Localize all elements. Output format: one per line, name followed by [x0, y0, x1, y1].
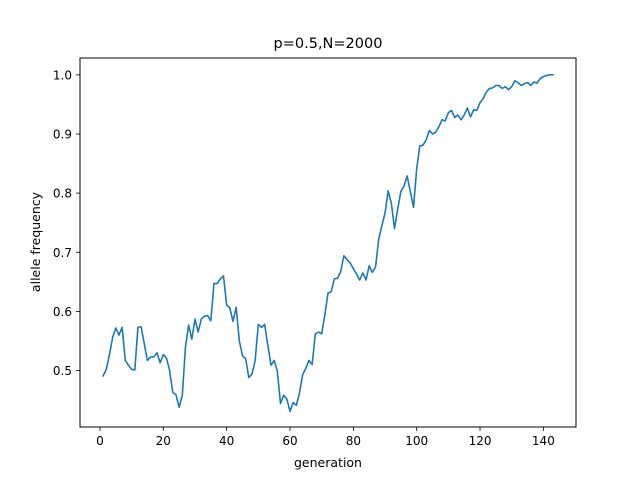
x-tick-label: 80 [346, 434, 361, 448]
plot-frame [79, 57, 577, 428]
y-tick-label: 0.7 [53, 246, 72, 260]
x-axis: 0 20 40 60 80 100 120 140 [96, 427, 555, 448]
y-tick-label: 0.8 [53, 187, 72, 201]
y-tick-label: 1.0 [53, 68, 72, 82]
y-axis-label: allele frequency [28, 191, 43, 292]
x-tick-label: 120 [469, 434, 492, 448]
plot-area [102, 74, 554, 413]
x-axis-label: generation [294, 455, 362, 470]
y-axis: 0.5 0.6 0.7 0.8 0.9 1.0 [53, 68, 80, 378]
x-tick-label: 100 [405, 434, 428, 448]
x-tick-label: 60 [282, 434, 297, 448]
series-line [102, 74, 554, 413]
y-tick-label: 0.9 [53, 127, 72, 141]
y-tick-label: 0.5 [53, 364, 72, 378]
x-tick-label: 40 [219, 434, 234, 448]
x-tick-label: 20 [156, 434, 171, 448]
y-tick-label: 0.6 [53, 305, 72, 319]
x-tick-label: 140 [532, 434, 555, 448]
x-tick-label: 0 [96, 434, 104, 448]
chart-title: p=0.5,N=2000 [274, 36, 383, 52]
